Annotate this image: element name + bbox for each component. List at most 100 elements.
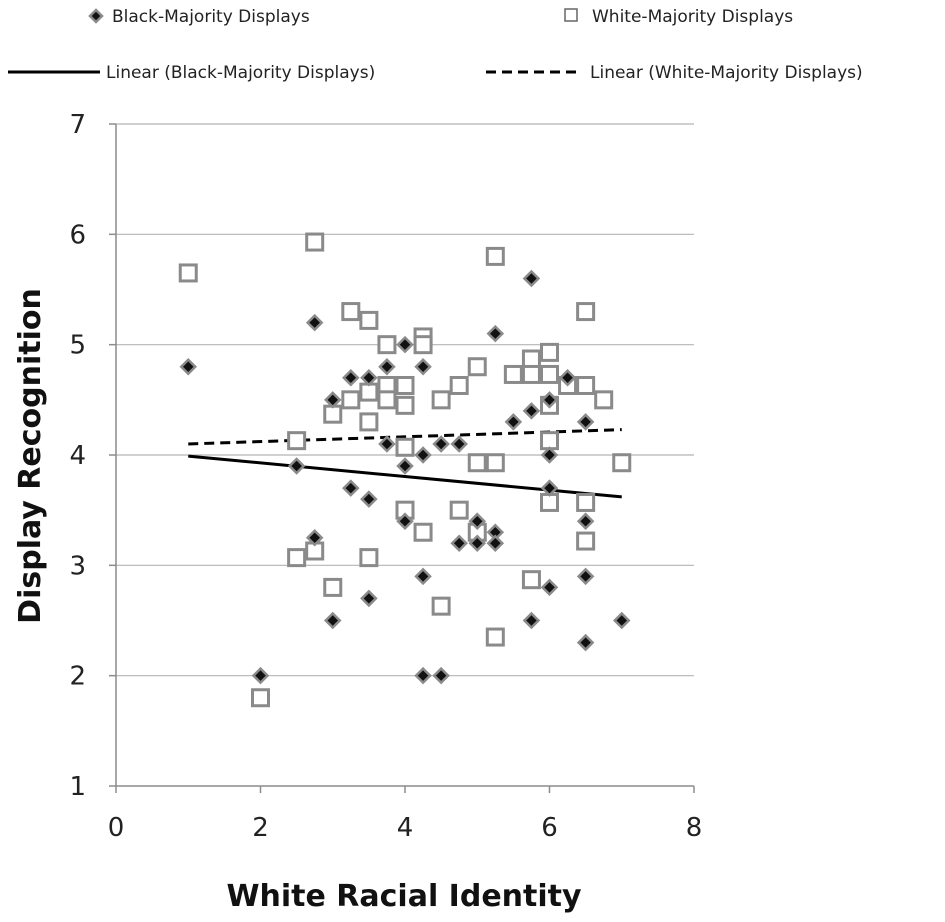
black-majority-point [305,313,324,332]
black-majority-point [468,534,487,553]
black-majority-point [360,490,378,508]
black-majority-point [323,391,342,409]
black-majority-point [305,528,324,547]
black-majority-point [576,567,595,586]
black-majority-point [251,666,270,685]
white-majority-point [540,342,559,362]
black-majority-point [558,368,577,387]
white-majority-point [521,349,541,369]
black-majority-point [468,512,487,530]
legend-white-majority-marker [564,8,578,22]
white-majority-point [540,364,559,384]
white-majority-point [377,335,397,355]
legend-black-majority-label: Black-Majority Displays [112,7,310,27]
axes [109,123,695,793]
white-majority-point [576,492,596,512]
black-majority-point [540,391,559,409]
white-majority-point [485,627,505,647]
y-axis-title: Display Recognition [13,288,48,624]
white-majority-point [485,453,505,473]
black-majority-point [396,512,414,530]
black-majority-point [432,435,450,453]
white-majority-point [359,412,379,432]
tick-labels: 1 2 3 4 5 6 7 0 2 4 6 8 [69,110,702,843]
black-majority-point [414,567,432,586]
y-tick-label: 6 [69,220,86,250]
white-majority-point [467,357,487,377]
y-tick-label: 4 [69,441,86,471]
white-majority-point [449,500,469,520]
white-majority-point [287,431,307,451]
white-majority-point [449,375,469,395]
black-majority-point [342,479,360,497]
white-majority-point [341,302,361,322]
white-majority-point [341,390,361,410]
legend-white-majority-label: White-Majority Displays [592,7,793,27]
black-majority-point [486,324,505,343]
black-majority-point [540,578,559,597]
white-majority-point [377,390,397,410]
white-majority-point [359,310,379,330]
black-majority-point [396,457,414,475]
white-majority-point [251,688,270,708]
black-majority-point [342,368,360,387]
white-majority-point [323,577,343,597]
black-majority-point [576,413,595,431]
black-majority-point [179,357,198,376]
white-majority-point [431,390,451,410]
black-majority-point [576,633,595,652]
black-majority-point [540,479,559,497]
y-tick-label: 7 [69,110,86,140]
white-majority-point [305,232,325,252]
black-majority-point [378,357,396,376]
x-tick-label: 6 [541,813,558,843]
white-majority-point [431,596,451,616]
white-majority-point [413,335,433,355]
y-tick-label: 5 [69,331,86,361]
black-majority-point [522,402,541,420]
legend-black-majority-marker [88,8,104,24]
white-majority-point [485,246,505,266]
legend-diamond-marker [88,8,104,24]
black-majority-point [414,666,432,685]
black-majority-point [287,457,306,475]
white-majority-point [287,548,307,568]
x-tick-label: 2 [252,813,269,843]
x-tick-label: 4 [397,813,414,843]
legend: Black-Majority Displays White-Majority D… [8,7,863,83]
black-majority-point [450,435,468,453]
white-majority-point [467,453,487,473]
black-majority-point [396,335,414,354]
black-majority-point [378,435,396,453]
white-majority-point [395,375,415,395]
x-axis-title: White Racial Identity [226,879,582,914]
white-majority-point [359,548,379,568]
black-majority-point [612,611,631,630]
legend-black-trend-label: Linear (Black-Majority Displays) [106,63,375,83]
black-majority-point [414,357,432,376]
black-majority-point [540,446,559,464]
white-majority-point [503,364,523,384]
x-tick-label: 0 [108,813,125,843]
white-majority-point [594,390,614,410]
black-majority-point [432,666,450,685]
black-majority-point [522,269,541,288]
white-majority-point [395,395,415,415]
black-majority-point [360,368,378,387]
white-majority-point [576,531,596,551]
y-tick-label: 3 [69,551,86,581]
black-majority-point [414,446,432,464]
black-majority-point [522,611,541,630]
y-tick-label: 1 [69,772,86,802]
y-tick-label: 2 [69,662,86,692]
black-majority-point [504,413,523,431]
white-majority-point [612,453,632,473]
white-majority-point [395,437,415,457]
legend-white-trend-label: Linear (White-Majority Displays) [590,63,863,83]
black-majority-point [360,589,378,608]
x-tick-label: 8 [686,813,703,843]
data-points [178,232,632,708]
white-majority-point [521,570,541,590]
legend-square-marker [564,8,578,22]
